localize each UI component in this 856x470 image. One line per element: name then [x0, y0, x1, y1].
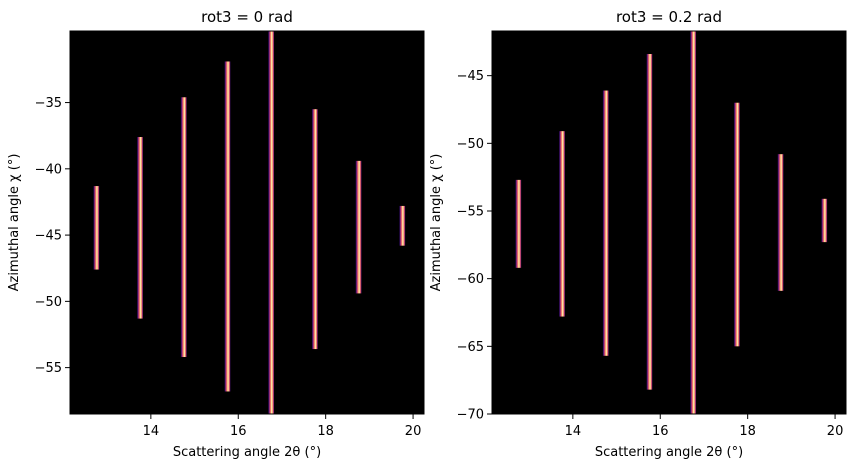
left-chart-title: rot3 = 0 rad [201, 8, 293, 26]
right-y-tick-label: −45 [457, 69, 484, 84]
right-plot-area [492, 31, 846, 414]
left-y-axis-label: Azimuthal angle χ (°) [7, 154, 22, 292]
right-y-tick-label: −65 [457, 340, 484, 355]
right-y-axis-label: Azimuthal angle χ (°) [429, 154, 444, 292]
left-y-tick-label: −35 [35, 96, 62, 111]
left-y-tick-label: −50 [35, 295, 62, 310]
right-stripe-5 [690, 31, 697, 414]
right-panel: 14 16 18 20 −70 −65 −60 −55 −50 −45 rot3 = 0.2 r… [429, 8, 847, 460]
left-x-tick-label: 16 [230, 424, 247, 439]
left-x-tick-label: 20 [405, 424, 422, 439]
left-stripe-3 [180, 97, 187, 358]
right-x-tick-label: 18 [739, 424, 756, 439]
right-y-tick-label: −55 [457, 204, 484, 219]
right-stripe-3 [602, 90, 609, 356]
right-x-axis-label: Scattering angle 2θ (°) [595, 445, 743, 460]
right-y-tick-label: −60 [457, 272, 484, 287]
left-y-tick-label: −45 [35, 229, 62, 244]
right-x-tick-label: 16 [652, 424, 669, 439]
left-stripe-7 [355, 160, 362, 294]
left-y-tick-label: −55 [35, 361, 62, 376]
right-stripe-2 [558, 131, 565, 317]
right-y-tick-label: −50 [457, 137, 484, 152]
right-chart-title: rot3 = 0.2 rad [616, 8, 722, 26]
left-x-tick-label: 14 [143, 424, 160, 439]
left-stripe-1 [93, 186, 100, 270]
left-stripe-6 [311, 109, 318, 350]
right-x-tick-label: 20 [827, 424, 844, 439]
left-stripe-8 [399, 205, 406, 246]
right-stripe-1 [515, 179, 522, 268]
left-plot-area [70, 31, 424, 414]
left-y-tick-label: −40 [35, 162, 62, 177]
right-x-tick-label: 14 [565, 424, 582, 439]
left-stripe-2 [136, 137, 143, 319]
right-stripe-7 [777, 154, 784, 291]
left-panel: 14 16 18 20 −55 −50 −45 −40 −35 rot3 = 0 rad Sc… [7, 8, 425, 460]
right-plot-frame [491, 30, 847, 415]
left-stripe-5 [268, 31, 275, 414]
left-x-tick-label: 18 [317, 424, 334, 439]
right-stripe-6 [733, 102, 740, 347]
right-stripe-4 [646, 54, 653, 390]
right-stripe-8 [821, 198, 828, 243]
left-stripe-4 [224, 61, 231, 392]
left-x-axis-label: Scattering angle 2θ (°) [173, 445, 321, 460]
right-y-tick-label: −70 [457, 408, 484, 423]
left-plot-frame [69, 30, 425, 415]
